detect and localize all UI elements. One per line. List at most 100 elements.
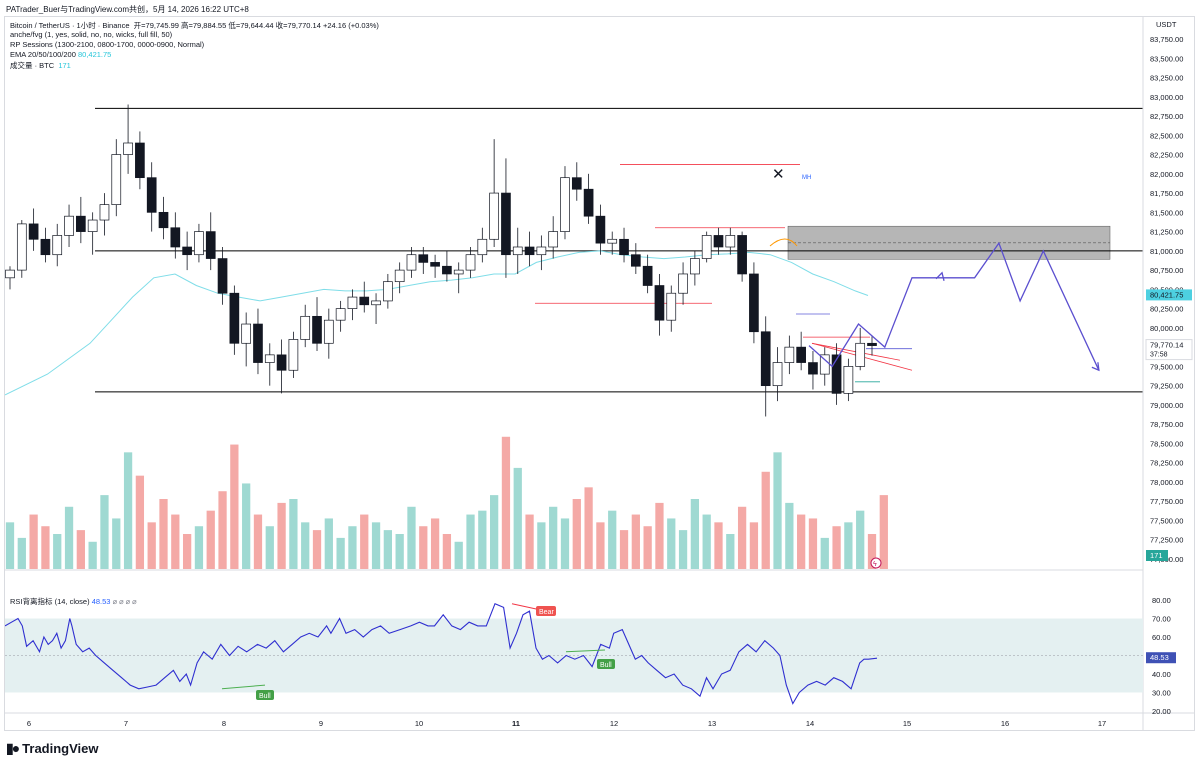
candle: [536, 235, 547, 271]
candle: [713, 227, 724, 255]
candle: [831, 343, 842, 405]
candle: [489, 139, 499, 247]
chart-header: PATrader_Buer与TradingView.com共创，5月 14, 2…: [6, 5, 249, 14]
volume-bar: [844, 522, 853, 569]
rsi-pane[interactable]: BearBullBull80.0070.0060.0050.0040.0030.…: [5, 596, 1176, 716]
price-tick-label: 77,500.00: [1150, 516, 1183, 525]
candle: [808, 351, 818, 390]
volume-bar: [100, 495, 109, 569]
horizontal-levels: [95, 107, 1143, 393]
volume-bar: [88, 541, 97, 569]
legend-indicator-fvg[interactable]: anche/fvg (1, yes, solid, no, no, wicks,…: [10, 30, 173, 39]
candle: [146, 162, 157, 232]
candle: [583, 173, 594, 224]
event-lightning-icon[interactable]: [870, 557, 882, 569]
time-tick-label: 10: [415, 719, 423, 728]
legend-indicator-sessions[interactable]: RP Sessions (1300-2100, 0800-1700, 0000-…: [10, 40, 205, 49]
volume-bar: [490, 495, 499, 569]
price-tick-label: 78,500.00: [1150, 439, 1183, 448]
candle: [205, 212, 216, 271]
price-tick-label: 82,500.00: [1150, 131, 1183, 140]
bull-label: Bull: [600, 662, 612, 669]
mh-label: MH: [802, 175, 811, 181]
volume-bar: [395, 534, 404, 569]
volume-bar: [501, 436, 511, 569]
candle: [170, 212, 181, 259]
price-tick-label: 78,000.00: [1150, 478, 1183, 487]
rsi-tick-label: 60.00: [1152, 633, 1171, 642]
volume-bar: [218, 491, 227, 569]
legend-indicator-volume[interactable]: 成交量 · BTC 171: [10, 60, 71, 71]
legend-symbol-line[interactable]: Bitcoin / TetherUS · 1小时 · Binance 开=79,…: [10, 20, 379, 31]
volume-bar: [360, 514, 369, 569]
candle: [819, 347, 830, 386]
candle: [135, 131, 145, 190]
candle: [264, 343, 275, 386]
candle: [406, 247, 417, 278]
last-price-tag: 79,770.14: [1150, 341, 1183, 350]
candle: [524, 231, 535, 267]
ema-tag-box: [1146, 289, 1192, 301]
price-tick-label: 81,000.00: [1150, 247, 1183, 256]
volume-bar: [29, 514, 38, 569]
candle: [99, 193, 110, 236]
bull-badge: [597, 659, 615, 669]
premium-zone: [787, 225, 1111, 260]
volume-bar: [820, 537, 829, 569]
candle: [796, 331, 806, 371]
volume-value: 171: [58, 61, 71, 70]
time-tick-label: 13: [708, 719, 716, 728]
candle: [123, 104, 133, 174]
price-tick-label: 83,750.00: [1150, 35, 1183, 44]
volume-bar: [797, 514, 806, 569]
time-tick-label: 7: [124, 719, 128, 728]
volume-bar: [608, 510, 617, 569]
volume-label: 成交量 · BTC: [10, 61, 55, 70]
rsi-tick-label: 30.00: [1152, 689, 1171, 698]
volume-bar: [726, 534, 735, 569]
price-tick-label: 77,250.00: [1150, 536, 1183, 545]
currency-label[interactable]: USDT: [1156, 20, 1177, 29]
legend-symbol[interactable]: Bitcoin / TetherUS · 1小时 · Binance: [10, 21, 130, 30]
candle: [867, 335, 877, 356]
volume-bar: [856, 510, 865, 569]
volume-bar: [147, 522, 156, 569]
candle: [194, 223, 204, 263]
volume-bar: [702, 514, 711, 569]
volume-bar: [466, 514, 475, 569]
rsi-label: RSI背离指标 (14, close): [10, 597, 90, 606]
candle: [855, 327, 866, 371]
time-axis[interactable]: 6 7 8 9 10 11 12 13 14 15 16 17: [27, 719, 1106, 728]
price-tick-label: 81,500.00: [1150, 208, 1183, 217]
price-plot[interactable]: ✕ MH ϟ: [5, 104, 1143, 569]
candle: [642, 254, 653, 294]
axis-tags: 79,770.14 37:58 80,421.75 171: [1145, 289, 1193, 561]
time-tick-label: 16: [1001, 719, 1009, 728]
rsi-hidden-icons[interactable]: ⌀⌀⌀⌀: [112, 597, 139, 606]
candle: [560, 166, 570, 240]
price-tick-label: 82,750.00: [1150, 112, 1183, 121]
projection-path: [808, 241, 1100, 372]
legend-indicator-ema[interactable]: EMA 20/50/100/200 80,421.75: [10, 50, 111, 59]
candle: [784, 335, 795, 375]
candle: [28, 208, 39, 251]
bull-badge: [256, 690, 274, 700]
volume-bar: [879, 495, 888, 569]
volume-bar: [631, 514, 640, 569]
price-tick-label: 79,250.00: [1150, 382, 1183, 391]
bull-divergence-line: [221, 684, 266, 690]
volume-bar: [242, 483, 251, 569]
legend-rsi[interactable]: RSI背离指标 (14, close) 48.53 ⌀⌀⌀⌀: [10, 596, 139, 607]
volume-bar: [135, 475, 145, 569]
rsi-band: [5, 618, 1143, 693]
volume-bar: [348, 526, 357, 569]
price-tick-label: 78,750.00: [1150, 420, 1183, 429]
candle: [737, 231, 747, 282]
legend-ohlc: 开=79,745.99 高=79,884.55 低=79,644.44 收=79…: [133, 21, 379, 30]
volume-bar: [643, 526, 652, 569]
candle: [347, 289, 358, 321]
time-tick-label: 6: [27, 719, 31, 728]
volume-bar: [761, 471, 770, 569]
tradingview-logo[interactable]: ▮● TradingView: [6, 740, 99, 756]
